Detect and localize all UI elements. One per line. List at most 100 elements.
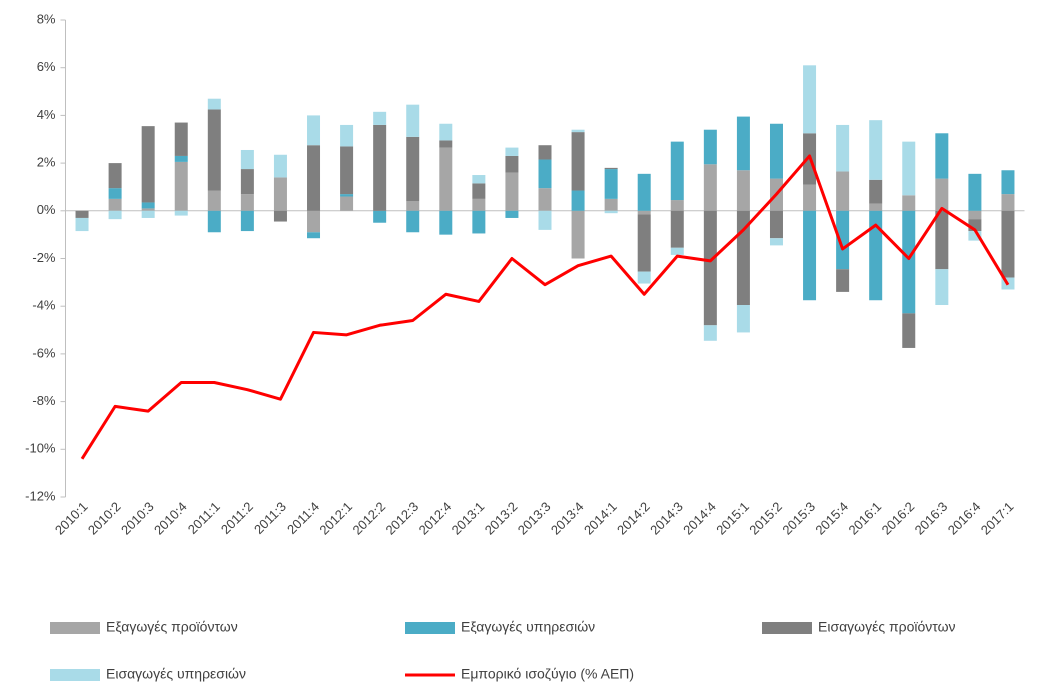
legend-swatch [50,669,100,681]
bar-segment [340,196,354,211]
bar-segment [769,210,783,239]
legend-label: Εξαγωγές προϊόντων [106,619,238,635]
x-tick-label: 2016:2 [879,499,918,538]
bar-segment [571,132,585,191]
legend-label: Εμπορικό ισοζύγιο (% ΑΕΠ) [461,666,634,682]
bar-segment [869,179,883,204]
bar-segment [505,147,519,156]
x-tick-label: 2013:3 [515,499,554,538]
bar-segment [273,210,287,222]
x-tick-label: 2016:3 [912,499,951,538]
bar-segment [703,129,717,165]
x-tick-label: 2011:2 [218,499,256,537]
bar-segment [307,232,321,239]
y-tick-label: -12% [25,488,56,503]
bar-segment [406,201,420,211]
bar-segment [273,177,287,211]
bar-segment [1001,170,1015,195]
bar-segment [406,210,420,233]
bar-segment [538,210,552,230]
y-tick-label: -4% [32,298,56,313]
bar-segment [505,172,519,211]
x-tick-label: 2013:2 [482,499,521,538]
legend-label: Εισαγωγές προϊόντων [818,619,956,635]
bar-segment [836,210,850,270]
x-tick-label: 2017:1 [978,499,1017,538]
bar-segment [406,136,420,202]
x-tick-label: 2015:3 [779,499,818,538]
bar-segment [604,169,618,199]
bar-segment [670,247,684,255]
x-tick-label: 2011:1 [185,499,223,537]
y-tick-label: -10% [25,441,56,456]
bar-segment [604,198,618,211]
legend: Εξαγωγές προϊόντων Εξαγωγές υπηρεσιών Εισα… [50,619,956,682]
x-tick-label: 2010:3 [118,499,157,538]
legend-swatch [762,622,812,634]
bar-segment [670,210,684,248]
x-tick-label: 2014:1 [581,499,620,538]
x-tick-label: 2012:2 [349,499,388,538]
bar-segment [869,120,883,180]
bar-segment [240,169,254,195]
bar-segment [604,210,618,214]
x-tick-label: 2014:2 [614,499,653,538]
bar-segment [869,210,883,301]
bar-segment [637,214,651,272]
bar-segment [240,210,254,232]
bar-segment [373,210,387,223]
x-tick-label: 2010:4 [151,499,190,538]
bar-segment [736,116,750,171]
bar-segment [703,325,717,341]
bar-segment [935,269,949,306]
bar-segment [439,210,453,235]
x-tick-label: 2010:2 [85,499,124,538]
bar-segment [472,210,486,234]
bar-segment [273,154,287,178]
legend-label: Εισαγωγές υπηρεσιών [106,666,246,682]
bar-segment [604,167,618,170]
x-tick-label: 2012:3 [383,499,422,538]
bar-segment [141,210,155,218]
bar-segment [1001,210,1015,278]
bar-segment [571,129,585,133]
bar-segment [174,161,188,211]
bar-segment [307,145,321,211]
x-tick-label: 2012:4 [416,499,455,538]
bar-segment [803,184,817,211]
bar-segment [703,164,717,211]
y-tick-label: 6% [37,59,56,74]
bar-segment [538,159,552,189]
bar-segment [836,269,850,292]
bar-segment [968,219,982,232]
legend-swatch [50,622,100,634]
bar-segment [439,123,453,141]
bar-segment [472,198,486,211]
bar-segment [439,147,453,211]
bar-segment [968,210,982,220]
bar-segment [935,178,949,211]
x-tick-label: 2015:1 [713,499,752,538]
bar-segment [207,210,221,233]
bar-segment [75,217,89,232]
x-tick-label: 2011:3 [251,499,289,537]
bar-segment [935,210,949,270]
bar-segment [207,109,221,191]
bar-segment [240,194,254,211]
bar-segment [902,313,916,348]
bar-segment [736,305,750,333]
bar-segment [141,202,155,209]
bar-segment [340,146,354,195]
bar-segment [174,210,188,216]
bar-segment [637,173,651,211]
x-tick-label: 2015:4 [812,499,851,538]
bar-segment [108,188,122,199]
y-tick-label: -6% [32,345,56,360]
bar-segment [902,141,916,196]
bar-segment [538,145,552,160]
x-tick-label: 2011:4 [284,499,322,537]
y-tick-label: 2% [37,155,56,170]
bar-segment [836,171,850,211]
bar-segment [472,183,486,199]
bar-segment [836,124,850,172]
